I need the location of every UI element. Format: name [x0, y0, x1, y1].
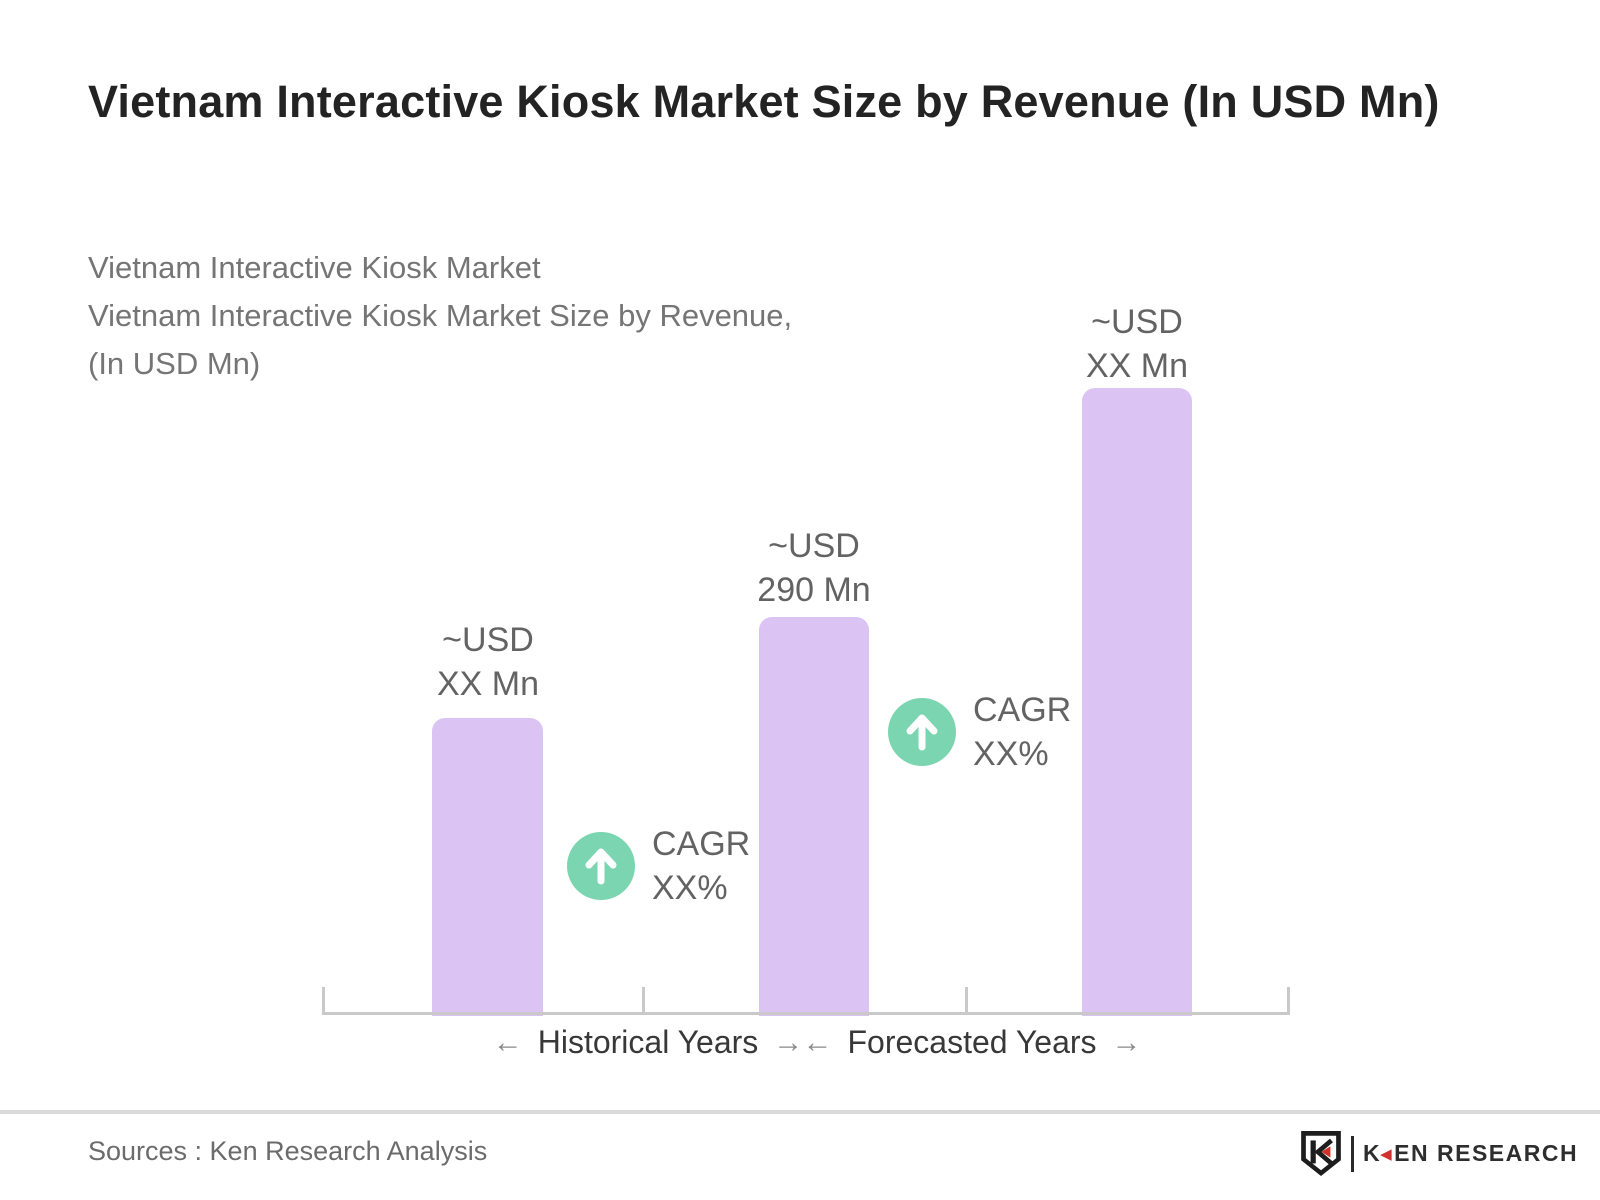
- logo-wordmark: K ◀ EN RESEARCH: [1363, 1140, 1578, 1167]
- arrow-up-circle-icon: [888, 698, 956, 766]
- cagr-line: CAGR: [973, 691, 1072, 729]
- bar-historical: [432, 718, 543, 1016]
- bar-current: [759, 617, 869, 1016]
- footer-divider: [0, 1110, 1600, 1114]
- cagr-text: CAGR XX%: [652, 822, 750, 910]
- logo-text-rest: EN RESEARCH: [1394, 1140, 1579, 1166]
- cagr-line: XX%: [973, 735, 1049, 773]
- chart-subtitle: Vietnam Interactive Kiosk Market Vietnam…: [88, 244, 792, 388]
- left-arrow-icon: ←: [492, 1025, 523, 1059]
- logo-separator: [1351, 1135, 1354, 1172]
- x-axis-line: [322, 1012, 1290, 1015]
- sources-note: Sources : Ken Research Analysis: [88, 1136, 488, 1166]
- cagr-text: CAGR XX%: [973, 688, 1071, 776]
- axis-label-text: Forecasted Years: [847, 1024, 1097, 1060]
- page-title: Vietnam Interactive Kiosk Market Size by…: [88, 76, 1440, 127]
- subtitle-line: Vietnam Interactive Kiosk Market: [88, 250, 541, 285]
- bar-value-label: ~USD 290 Mn: [684, 524, 944, 612]
- ken-research-logo: K ◀ EN RESEARCH: [1300, 1130, 1578, 1177]
- axis-label-forecasted-years: ← Forecasted Years →: [802, 1024, 1141, 1061]
- bar-value-line: XX Mn: [436, 665, 540, 703]
- cagr-line: XX%: [652, 869, 728, 907]
- x-axis-tick: [965, 987, 968, 1013]
- bar-value-line: XX Mn: [1085, 347, 1189, 385]
- x-axis-tick: [322, 987, 325, 1013]
- subtitle-line: (In USD Mn): [88, 346, 261, 381]
- cagr-annotation-1: CAGR XX%: [567, 822, 750, 910]
- logo-red-triangle-icon: ◀: [1380, 1145, 1394, 1163]
- right-arrow-icon: →: [773, 1025, 804, 1059]
- bar-value-line: ~USD: [1091, 303, 1183, 341]
- logo-letter-k: K: [1363, 1140, 1382, 1166]
- subtitle-line: Vietnam Interactive Kiosk Market Size by…: [88, 298, 793, 333]
- x-axis-tick: [1287, 987, 1290, 1013]
- left-arrow-icon: ←: [802, 1025, 833, 1059]
- shield-logo-icon: [1301, 1131, 1341, 1176]
- arrow-up-circle-icon: [567, 832, 635, 900]
- bar-value-line: ~USD: [768, 527, 860, 565]
- axis-label-text: Historical Years: [537, 1024, 759, 1060]
- x-axis-tick: [642, 987, 645, 1013]
- bar-value-label: ~USD XX Mn: [1007, 300, 1267, 388]
- cagr-annotation-2: CAGR XX%: [888, 688, 1071, 776]
- right-arrow-icon: →: [1111, 1025, 1142, 1059]
- bar-value-line: 290 Mn: [757, 571, 871, 609]
- axis-label-historical-years: ← Historical Years →: [493, 1024, 804, 1061]
- cagr-line: CAGR: [652, 825, 751, 863]
- bar-value-line: ~USD: [442, 621, 534, 659]
- bar-value-label: ~USD XX Mn: [358, 618, 618, 706]
- bar-forecast: [1082, 388, 1192, 1016]
